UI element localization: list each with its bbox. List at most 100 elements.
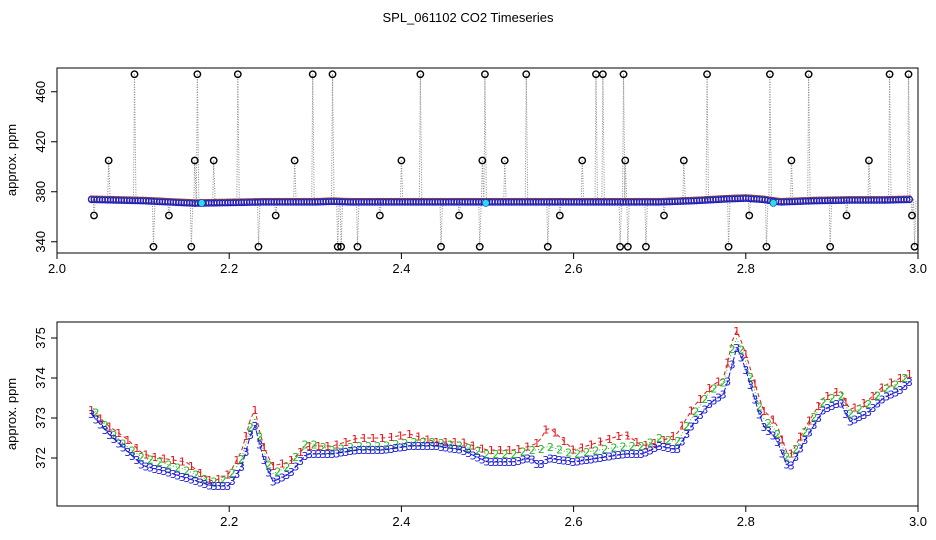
- series-3-marker: 3: [615, 449, 622, 462]
- outlier-point: [679, 156, 688, 165]
- series-3-marker: 3: [115, 437, 122, 450]
- series-3-marker: 3: [870, 402, 877, 415]
- outlier-connector: [645, 201, 648, 247]
- outlier-connector: [356, 201, 360, 247]
- series-3-marker: 3: [824, 402, 831, 415]
- outlier-point: [481, 70, 489, 79]
- outlier-connector: [294, 160, 297, 202]
- top-ytick-label: 380: [33, 181, 48, 203]
- series-2-marker: 2: [674, 435, 681, 448]
- series-1-marker: 1: [742, 348, 749, 361]
- series-3-marker: 3: [570, 456, 577, 469]
- series-1-marker: 1: [842, 396, 849, 409]
- series-2-marker: 2: [229, 467, 236, 480]
- series-2-marker: 2: [865, 398, 872, 411]
- series-3-marker: 3: [856, 411, 863, 424]
- outlier-point: [271, 211, 280, 220]
- series-2-marker: 2: [692, 406, 699, 419]
- series-1-marker: 1: [179, 455, 186, 468]
- top-ytick-label: 460: [33, 81, 48, 103]
- series-3-marker: 3: [742, 364, 749, 377]
- series-1-marker: 1: [342, 436, 349, 449]
- outlier-point: [616, 242, 624, 251]
- outlier-connector: [237, 74, 240, 203]
- series-1-marker: 1: [651, 437, 658, 450]
- series-3-marker: 3: [788, 460, 795, 473]
- series-2-marker: 2: [320, 441, 327, 454]
- series-3-marker: 3: [838, 398, 845, 411]
- series-1-marker: 1: [197, 467, 204, 480]
- outlier-point: [375, 211, 384, 220]
- top-plot-data: [87, 70, 919, 251]
- series-2-marker: 2: [283, 461, 290, 474]
- outlier-connector: [195, 74, 198, 203]
- series-1-marker: 1: [297, 446, 304, 459]
- series-3-marker: 3: [583, 454, 590, 467]
- series-3-marker: 3: [261, 454, 268, 467]
- series-1-marker: 1: [370, 432, 377, 445]
- series-3-marker: 3: [829, 400, 836, 413]
- outlier-connector: [807, 74, 810, 201]
- series-2-marker: 2: [574, 447, 581, 460]
- series-1-marker: 1: [788, 448, 795, 461]
- series-3-marker: 3: [842, 408, 849, 421]
- series-1-marker: 1: [633, 436, 640, 449]
- outlier-point: [745, 211, 754, 220]
- series-1-marker: 1: [252, 404, 259, 417]
- calibration-point: [769, 199, 778, 207]
- series-3-marker: 3: [156, 464, 163, 477]
- outlier-connector: [913, 199, 916, 247]
- outlier-point: [787, 156, 796, 165]
- series-1-marker: 1: [161, 453, 168, 466]
- series-1-marker: 1: [860, 397, 867, 410]
- outlier-point: [308, 70, 317, 79]
- outlier-point: [437, 242, 445, 251]
- series-1-marker: 1: [588, 439, 595, 452]
- top-xtick-label: 2.8: [737, 261, 755, 276]
- series-3-marker: 3: [147, 462, 154, 475]
- outlier-point: [842, 211, 851, 220]
- series-3-marker: 3: [370, 444, 377, 457]
- series-2-marker: 2: [165, 459, 172, 472]
- outlier-point: [209, 156, 218, 165]
- series-3-marker: 3: [456, 444, 463, 457]
- series-3-marker: 3: [579, 455, 586, 468]
- outlier-connector: [626, 201, 629, 247]
- outlier-point: [90, 211, 98, 220]
- series-2-marker: 2: [601, 443, 608, 456]
- series-3-marker: 3: [347, 445, 354, 458]
- series-1-marker: 1: [570, 444, 577, 457]
- series-3-marker: 3: [138, 458, 145, 471]
- series-3-marker: 3: [379, 444, 386, 457]
- outlier-point: [254, 242, 263, 251]
- series-1-marker: 1: [451, 436, 458, 449]
- series-1-marker: 1: [288, 454, 295, 467]
- series-3-marker: 3: [238, 461, 245, 474]
- series-3-marker: 3: [365, 444, 372, 457]
- series-2-marker: 2: [474, 445, 481, 458]
- outlier-point: [416, 70, 425, 79]
- series-1-marker: 1: [115, 427, 122, 440]
- series-2-marker: 2: [847, 407, 854, 420]
- series-3-marker: 3: [106, 429, 113, 442]
- outlier-connector: [332, 74, 335, 202]
- outlier-connector: [727, 198, 730, 247]
- series-1-marker: 1: [533, 437, 540, 450]
- outlier-connector: [728, 198, 731, 247]
- series-2-marker: 2: [211, 476, 218, 489]
- series-3-marker: 3: [651, 442, 658, 455]
- outlier-point: [703, 70, 711, 79]
- series-3-marker: 3: [679, 435, 686, 448]
- series-2-marker: 2: [92, 406, 99, 419]
- series-3-marker: 3: [383, 444, 390, 457]
- series-3-marker: 3: [97, 419, 104, 432]
- series-3-marker: 3: [592, 453, 599, 466]
- series-2-marker: 2: [529, 444, 536, 457]
- series-1-marker: 1: [88, 404, 95, 417]
- series-2-marker: 2: [783, 451, 790, 464]
- series-1-marker: 1: [542, 424, 549, 437]
- series-1-marker: 1: [242, 430, 249, 443]
- series-3-marker: 3: [647, 444, 654, 457]
- outlier-point: [766, 70, 774, 79]
- series-1-marker: 1: [388, 431, 395, 444]
